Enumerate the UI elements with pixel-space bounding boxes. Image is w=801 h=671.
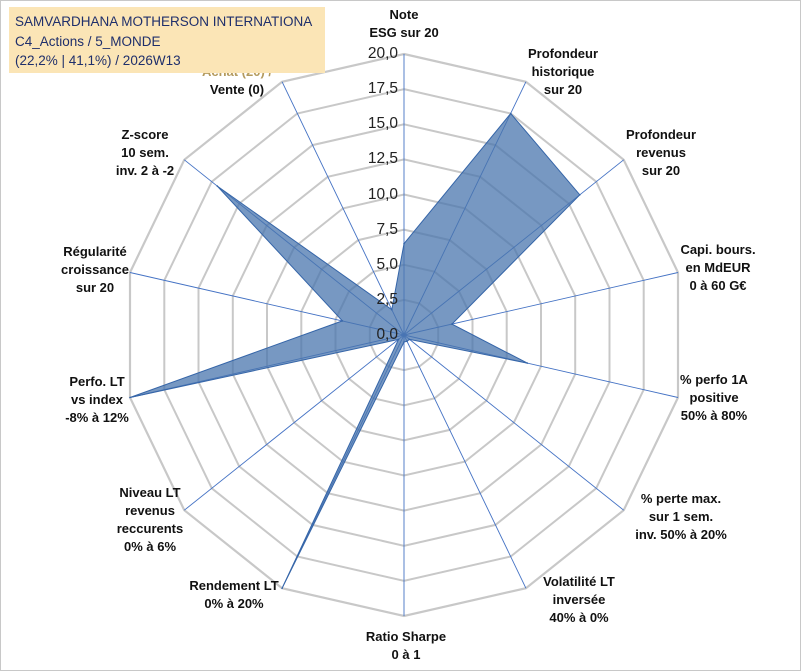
category-label-line: 0% à 6% xyxy=(123,539,177,554)
category-label-line: croissance xyxy=(61,262,129,277)
radar-series xyxy=(129,112,581,589)
data-point xyxy=(526,362,529,364)
category-label-line: historique xyxy=(531,64,595,79)
category-label-line: Capi. bours. xyxy=(680,242,756,257)
data-point xyxy=(403,341,405,343)
tick-label: 5,0 xyxy=(376,255,398,273)
data-point xyxy=(281,587,283,589)
category-label-line: 0% à 20% xyxy=(204,596,264,611)
category-label-line: Vente (0) xyxy=(209,82,265,97)
tick-label: 7,5 xyxy=(376,220,398,238)
category-label: % perfo 1A positive 50% à 80% xyxy=(639,371,789,425)
category-label-line: Z-score xyxy=(121,127,169,142)
category-label-line: vs index xyxy=(70,392,124,407)
category-label: Note ESG sur 20 xyxy=(329,6,479,42)
data-point xyxy=(403,242,405,245)
category-label-line: sur 20 xyxy=(75,280,115,295)
category-label: Volatilité LT inversée 40% à 0% xyxy=(504,573,654,627)
tick-label: 20,0 xyxy=(367,45,398,62)
category-label-line: % perte max. xyxy=(640,491,722,506)
title-company: SAMVARDHANA MOTHERSON INTERNATIONA xyxy=(15,14,313,29)
category-label-line: revenus xyxy=(636,145,686,160)
category-label: Z-score 10 sem. inv. 2 à -2 xyxy=(70,126,220,180)
category-label-line: Niveau LT xyxy=(119,485,181,500)
category-label-line: 50% à 80% xyxy=(680,408,748,423)
category-label-line: -8% à 12% xyxy=(65,410,129,425)
category-label-line: 40% à 0% xyxy=(549,610,609,625)
category-label: Niveau LT revenus reccurents 0% à 6% xyxy=(75,484,225,556)
category-label-line: 0 à 60 G€ xyxy=(689,278,747,293)
category-label-line: Rendement LT xyxy=(189,578,279,593)
category-label: Profondeur revenus sur 20 xyxy=(586,126,736,180)
category-label-line: en MdEUR xyxy=(685,260,751,275)
category-label: Capi. bours. en MdEUR 0 à 60 G€ xyxy=(643,241,793,295)
data-point xyxy=(408,338,411,341)
data-point xyxy=(509,112,512,115)
category-label-line: positive xyxy=(689,390,739,405)
category-label-line: sur 1 sem. xyxy=(648,509,714,524)
tick-label: 12,5 xyxy=(367,150,398,168)
tick-label: 10,0 xyxy=(367,185,398,203)
tick-label: 15,0 xyxy=(367,115,398,133)
axis-spoke xyxy=(184,334,405,511)
data-point xyxy=(391,308,393,311)
axis-spoke xyxy=(403,334,527,589)
tick-label: 17,5 xyxy=(367,80,398,98)
category-label-line: revenus xyxy=(125,503,175,518)
category-label-line: sur 20 xyxy=(543,82,583,97)
title-stats: (22,2% | 41,1%) / 2026W13 xyxy=(15,53,181,68)
category-label: % perte max. sur 1 sem. inv. 50% à 20% xyxy=(606,490,756,544)
tick-label: 0,0 xyxy=(376,326,398,343)
category-label-line: Perfo. LT xyxy=(69,374,125,389)
category-label-line: inv. 50% à 20% xyxy=(635,527,727,542)
category-label: Perfo. LT vs index -8% à 12% xyxy=(22,373,172,427)
category-label-line: Ratio Sharpe xyxy=(365,629,447,644)
category-label-line: % perfo 1A xyxy=(680,372,748,387)
data-point xyxy=(129,396,131,399)
data-point xyxy=(397,338,400,341)
category-label: Ratio Sharpe 0 à 1 xyxy=(331,628,481,664)
category-label-line: Volatilité LT xyxy=(543,574,615,589)
category-label: Régularité croissance sur 20 xyxy=(20,243,170,297)
category-label-line: Profondeur xyxy=(527,46,599,61)
category-label-line: Profondeur xyxy=(625,127,697,142)
title-category: C4_Actions / 5_MONDE xyxy=(15,33,161,49)
data-point xyxy=(341,320,344,322)
category-label-line: inv. 2 à -2 xyxy=(115,163,175,178)
category-label-line: sur 20 xyxy=(641,163,681,178)
chart-title-box: SAMVARDHANA MOTHERSON INTERNATIONA C4_Ac… xyxy=(9,7,325,73)
category-label: Profondeur historique sur 20 xyxy=(488,45,638,99)
category-label-line: Note xyxy=(389,7,419,22)
axis-spoke xyxy=(403,334,624,511)
data-point xyxy=(451,323,453,325)
data-point xyxy=(579,194,581,196)
category-label-line: reccurents xyxy=(116,521,184,536)
category-label: Rendement LT 0% à 20% xyxy=(159,577,309,613)
data-point xyxy=(406,340,408,343)
tick-label: 2,5 xyxy=(376,290,398,308)
axis-spoke xyxy=(281,81,405,336)
category-label-line: inversée xyxy=(552,592,606,607)
category-label-line: ESG sur 20 xyxy=(369,25,439,40)
category-label-line: 0 à 1 xyxy=(391,647,421,662)
category-label-line: 10 sem. xyxy=(121,145,169,160)
category-label-line: Régularité xyxy=(63,244,127,259)
data-point xyxy=(216,185,219,187)
